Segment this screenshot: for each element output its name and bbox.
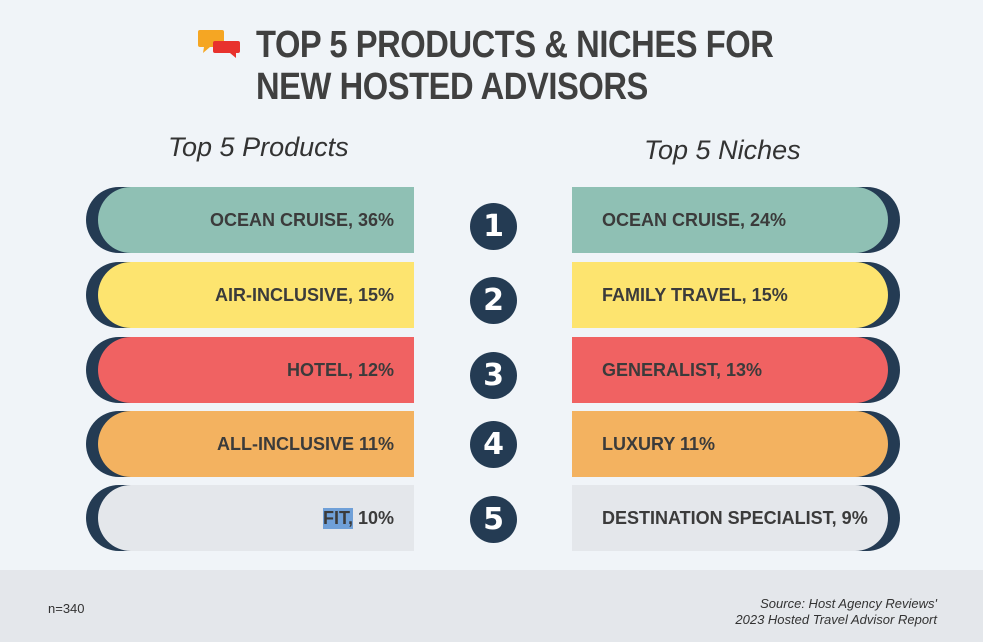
rank-badge: 4 — [470, 421, 517, 468]
product-bar-face: HOTEL, 12% — [98, 337, 414, 403]
niche-bar: LUXURY 11% — [572, 411, 900, 477]
niche-bar-face: OCEAN CRUISE, 24% — [572, 187, 888, 253]
product-label: OCEAN CRUISE, 36% — [209, 209, 394, 230]
rank-badge: 1 — [470, 203, 517, 250]
source-line-1: Source: Host Agency Reviews' — [760, 596, 937, 611]
niche-label: LUXURY 11% — [602, 433, 716, 454]
product-bar-face: OCEAN CRUISE, 36% — [98, 187, 414, 253]
niche-bar: DESTINATION SPECIALIST, 9% — [572, 485, 900, 551]
product-bar-face: FIT, 10% — [98, 485, 414, 551]
product-bar: OCEAN CRUISE, 36% — [86, 187, 414, 253]
product-bar-face: AIR-INCLUSIVE, 15% — [98, 262, 414, 328]
product-label: HOTEL, 12% — [286, 359, 394, 380]
rank-badge: 5 — [470, 496, 517, 543]
niche-label: DESTINATION SPECIALIST, 9% — [602, 507, 868, 528]
product-bar: ALL-INCLUSIVE 11% — [86, 411, 414, 477]
product-label: AIR-INCLUSIVE, 15% — [214, 284, 394, 305]
niche-bar: GENERALIST, 13% — [572, 337, 900, 403]
page-title: TOP 5 PRODUCTS & NICHES FOR NEW HOSTED A… — [256, 24, 774, 108]
niche-bar-face: DESTINATION SPECIALIST, 9% — [572, 485, 888, 551]
title-line-1: TOP 5 PRODUCTS & NICHES FOR — [256, 24, 774, 66]
products-heading: Top 5 Products — [168, 132, 349, 162]
product-bar-face: ALL-INCLUSIVE 11% — [98, 411, 414, 477]
niche-bar-face: GENERALIST, 13% — [572, 337, 888, 403]
sample-size: n=340 — [48, 601, 85, 616]
footer: n=340 Source: Host Agency Reviews' 2023 … — [0, 570, 983, 642]
product-label: 10% — [352, 507, 394, 528]
niche-bar: FAMILY TRAVEL, 15% — [572, 262, 900, 328]
niche-bar-face: LUXURY 11% — [572, 411, 888, 477]
niche-label: FAMILY TRAVEL, 15% — [602, 284, 788, 305]
niches-heading: Top 5 Niches — [644, 135, 801, 165]
niche-label: GENERALIST, 13% — [602, 359, 763, 380]
niche-label: OCEAN CRUISE, 24% — [602, 209, 787, 230]
title-line-2: NEW HOSTED ADVISORS — [256, 66, 648, 108]
product-label-highlight: FIT, — [322, 507, 353, 529]
source-note: Source: Host Agency Reviews' 2023 Hosted… — [735, 596, 937, 628]
niche-bar: OCEAN CRUISE, 24% — [572, 187, 900, 253]
product-bar: FIT, 10% — [86, 485, 414, 551]
speech-bubbles-icon — [198, 30, 240, 58]
source-line-2: 2023 Hosted Travel Advisor Report — [735, 612, 937, 627]
product-bar: HOTEL, 12% — [86, 337, 414, 403]
product-bar: AIR-INCLUSIVE, 15% — [86, 262, 414, 328]
rank-badge: 2 — [470, 277, 517, 324]
niche-bar-face: FAMILY TRAVEL, 15% — [572, 262, 888, 328]
rank-badge: 3 — [470, 352, 517, 399]
product-label: ALL-INCLUSIVE 11% — [216, 433, 394, 454]
